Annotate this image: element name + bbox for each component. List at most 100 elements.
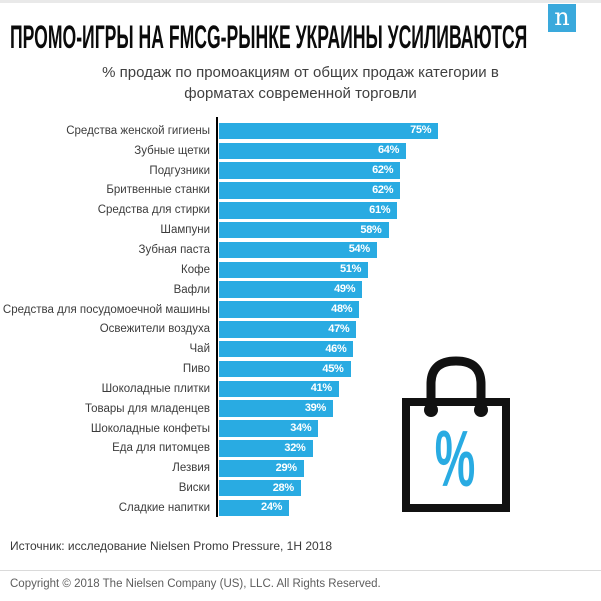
- axis-line: [216, 117, 218, 517]
- bar-track: 29%: [219, 460, 601, 477]
- bar-track: 51%: [219, 261, 601, 279]
- bar-value-label: 75%: [410, 124, 432, 137]
- bar-value-label: 62%: [372, 183, 394, 196]
- category-label: Чай: [189, 343, 210, 356]
- chart-row: Еда для питомцев 32%: [0, 439, 601, 459]
- bar-value-label: 28%: [272, 481, 294, 494]
- chart-row: Средства для стирки 61%: [0, 200, 601, 220]
- bar-value-label: 62%: [372, 164, 394, 177]
- bag-handle-dot-left: [424, 403, 438, 417]
- bar-chart: Средства женской гигиены 75% Зубные щетк…: [0, 121, 601, 518]
- top-divider-strip: [0, 0, 601, 3]
- bar-track: 39%: [219, 400, 601, 417]
- category-label: Бритвенные станки: [106, 184, 210, 197]
- chart-row: Товары для младенцев 39%: [0, 399, 601, 419]
- bar-track: 47%: [219, 321, 601, 338]
- bar: 29%: [219, 460, 304, 477]
- bar-value-label: 58%: [360, 223, 382, 236]
- chart-row: Шампуни 58%: [0, 220, 601, 240]
- bar: 75%: [219, 122, 439, 140]
- chart-row: Кофе 51%: [0, 260, 601, 280]
- bar: 24%: [219, 499, 290, 517]
- bar: 48%: [219, 301, 360, 318]
- bar-track: 62%: [219, 162, 601, 179]
- bar-value-label: 49%: [334, 283, 356, 296]
- nielsen-logo: n: [548, 4, 576, 32]
- bar-value-label: 61%: [369, 203, 391, 216]
- bar: 32%: [219, 440, 313, 457]
- bar: 28%: [219, 479, 301, 497]
- chart-row: Лезвия 29%: [0, 458, 601, 478]
- category-label: Пиво: [182, 363, 210, 376]
- bar: 51%: [219, 261, 369, 279]
- bar: 46%: [219, 340, 354, 358]
- bag-handle: [426, 356, 486, 415]
- bar-value-label: 32%: [284, 441, 306, 454]
- bar: 62%: [219, 182, 401, 199]
- footer-divider: [0, 570, 601, 571]
- bar-track: 54%: [219, 241, 601, 259]
- bar-track: 61%: [219, 202, 601, 219]
- bar-track: 75%: [219, 122, 601, 140]
- bar-track: 58%: [219, 221, 601, 239]
- category-label: Лезвия: [172, 462, 210, 475]
- bar: 64%: [219, 142, 407, 160]
- category-label: Сладкие напитки: [118, 501, 210, 514]
- bar-track: 41%: [219, 380, 601, 398]
- bar: 47%: [219, 321, 357, 338]
- bar-value-label: 54%: [348, 243, 370, 256]
- category-label: Шоколадные конфеты: [90, 422, 210, 435]
- bar: 45%: [219, 360, 351, 378]
- chart-row: Освежители воздуха 47%: [0, 319, 601, 339]
- chart-row: Чай 46%: [0, 339, 601, 359]
- bar-track: 49%: [219, 281, 601, 298]
- category-label: Шоколадные плитки: [101, 382, 210, 395]
- chart-row: Сладкие напитки 24%: [0, 498, 601, 518]
- bar: 58%: [219, 221, 389, 239]
- category-label: Зубная паста: [138, 243, 211, 256]
- bar: 49%: [219, 281, 363, 298]
- bar: 61%: [219, 202, 398, 219]
- chart-row: Подгузники 62%: [0, 161, 601, 181]
- chart-row: Зубная паста 54%: [0, 240, 601, 260]
- copyright-note: Copyright © 2018 The Nielsen Company (US…: [10, 578, 381, 590]
- chart-row: Зубные щетки 64%: [0, 141, 601, 161]
- category-label: Кофе: [181, 263, 210, 276]
- bar-value-label: 24%: [261, 501, 283, 514]
- chart-row: Средства женской гигиены 75%: [0, 121, 601, 141]
- chart-row: Шоколадные конфеты 34%: [0, 419, 601, 439]
- bag-handle-dot-right: [474, 403, 488, 417]
- category-label: Шампуни: [160, 224, 210, 237]
- bar-value-label: 47%: [328, 322, 350, 335]
- bar-value-label: 46%: [325, 342, 347, 355]
- percent-symbol: %: [435, 414, 476, 504]
- bar-track: 46%: [219, 340, 601, 358]
- bar-track: 62%: [219, 182, 601, 199]
- chart-row: Средства для посудомоечной машины 48%: [0, 300, 601, 320]
- bar-value-label: 34%: [290, 422, 312, 435]
- bar-value-label: 51%: [339, 263, 362, 276]
- chart-row: Вафли 49%: [0, 280, 601, 300]
- category-label: Средства женской гигиены: [66, 124, 210, 137]
- nielsen-logo-letter: n: [554, 3, 570, 31]
- bar: 54%: [219, 241, 377, 259]
- bar-value-label: 64%: [377, 144, 400, 157]
- bar-value-label: 41%: [310, 382, 332, 395]
- chart-row: Пиво 45%: [0, 359, 601, 379]
- bar: 34%: [219, 420, 319, 437]
- chart-row: Бритвенные станки 62%: [0, 181, 601, 201]
- chart-subtitle: % продаж по промоакциям от общих продаж …: [102, 64, 499, 102]
- bar-value-label: 48%: [331, 303, 353, 316]
- bag-body: [402, 398, 510, 512]
- category-label: Вафли: [173, 283, 210, 296]
- category-label: Зубные щетки: [134, 144, 210, 157]
- bar-value-label: 29%: [275, 461, 297, 474]
- chart-row: Виски 28%: [0, 478, 601, 498]
- bar-value-label: 45%: [322, 362, 344, 375]
- category-label: Освежители воздуха: [99, 323, 210, 336]
- page-title: ПРОМО-ИГРЫ НА FMCG-РЫНКЕ УКРАИНЫ УСИЛИВА…: [10, 19, 528, 55]
- bar-track: 34%: [219, 420, 601, 437]
- bar-track: 48%: [219, 301, 601, 318]
- bar-track: 24%: [219, 499, 601, 517]
